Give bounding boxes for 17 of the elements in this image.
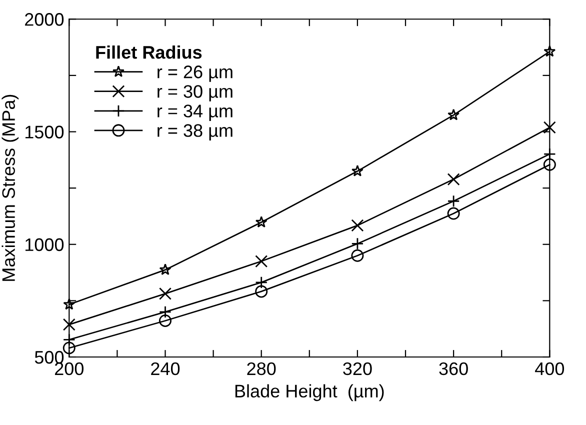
- x-tick-label: 280: [247, 362, 276, 376]
- x-tick-label: 400: [535, 362, 564, 376]
- legend-label: r = 38 µm: [158, 124, 232, 140]
- y-tick-label: 2000: [25, 13, 64, 26]
- x-tick-label: 320: [343, 362, 372, 376]
- legend-label: r = 30 µm: [158, 85, 232, 102]
- x-axis-title: Blade Height (µm): [235, 384, 384, 402]
- y-tick-label: 1500: [26, 126, 64, 138]
- legend-label: r = 34 µm: [158, 104, 232, 121]
- legend-label: r = 26 µm: [158, 66, 232, 82]
- x-tick-label: 360: [439, 362, 468, 376]
- legend-title: Fillet Radius: [96, 46, 202, 59]
- x-tick-label: 240: [151, 362, 180, 376]
- x-tick-label: 200: [54, 362, 84, 376]
- y-tick-label: 500: [34, 350, 64, 364]
- y-tick-label: 1000: [26, 238, 64, 252]
- y-axis-title: Maximum Stress (MPa): [2, 94, 19, 281]
